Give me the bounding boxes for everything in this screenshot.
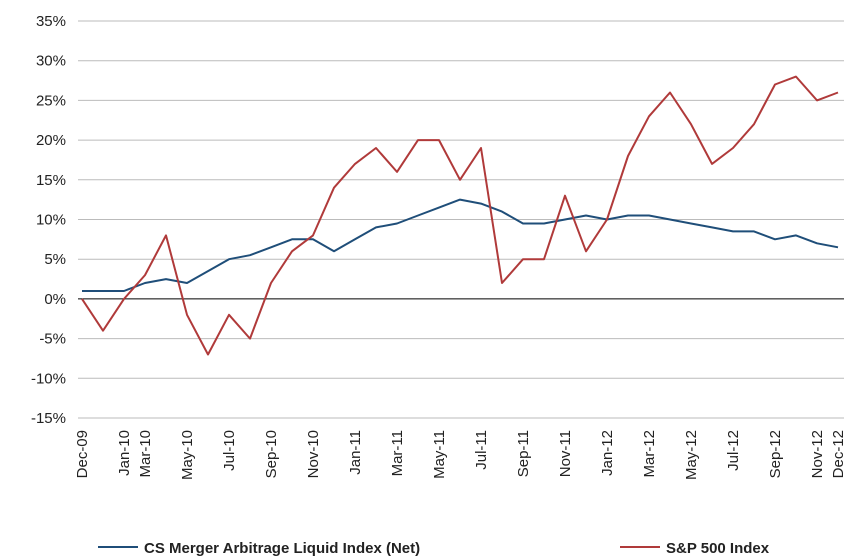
x-tick-label: Jul-12 xyxy=(725,430,742,471)
x-tick-label: May-12 xyxy=(683,430,700,480)
x-tick-label: Mar-10 xyxy=(137,430,154,478)
x-tick-label: Sep-10 xyxy=(263,430,280,478)
x-tick-label: Sep-11 xyxy=(515,430,532,477)
x-tick-label: Jan-12 xyxy=(599,430,616,476)
x-tick-label: Jan-11 xyxy=(347,430,364,475)
legend-label: S&P 500 Index xyxy=(666,540,770,557)
y-tick-label: -5% xyxy=(39,331,66,348)
y-tick-label: 0% xyxy=(44,291,66,308)
x-tick-label: Mar-12 xyxy=(641,430,658,478)
x-tick-label: Nov-10 xyxy=(305,430,322,478)
x-tick-label: Jan-10 xyxy=(116,430,133,476)
x-tick-label: Sep-12 xyxy=(767,430,784,478)
y-tick-label: 15% xyxy=(36,172,66,189)
y-tick-label: 20% xyxy=(36,132,66,149)
y-tick-label: 5% xyxy=(44,251,66,268)
x-tick-label: May-11 xyxy=(431,430,448,479)
y-tick-label: 35% xyxy=(36,13,66,30)
x-tick-label: Dec-12 xyxy=(830,430,844,478)
x-tick-label: May-10 xyxy=(179,430,196,480)
x-tick-label: Mar-11 xyxy=(389,430,406,476)
series-line xyxy=(81,75,839,356)
y-tick-label: 10% xyxy=(36,212,66,229)
x-tick-label: Dec-09 xyxy=(74,430,91,478)
x-tick-label: Nov-12 xyxy=(809,430,826,478)
legend-label: CS Merger Arbitrage Liquid Index (Net) xyxy=(144,540,420,557)
x-tick-label: Jul-11 xyxy=(473,430,490,470)
y-tick-label: -10% xyxy=(31,370,66,387)
y-tick-label: 30% xyxy=(36,53,66,70)
series-line xyxy=(82,198,839,292)
x-tick-label: Jul-10 xyxy=(221,430,238,471)
x-tick-label: Nov-11 xyxy=(557,430,574,477)
y-tick-label: 25% xyxy=(36,92,66,109)
y-tick-label: -15% xyxy=(31,410,66,427)
